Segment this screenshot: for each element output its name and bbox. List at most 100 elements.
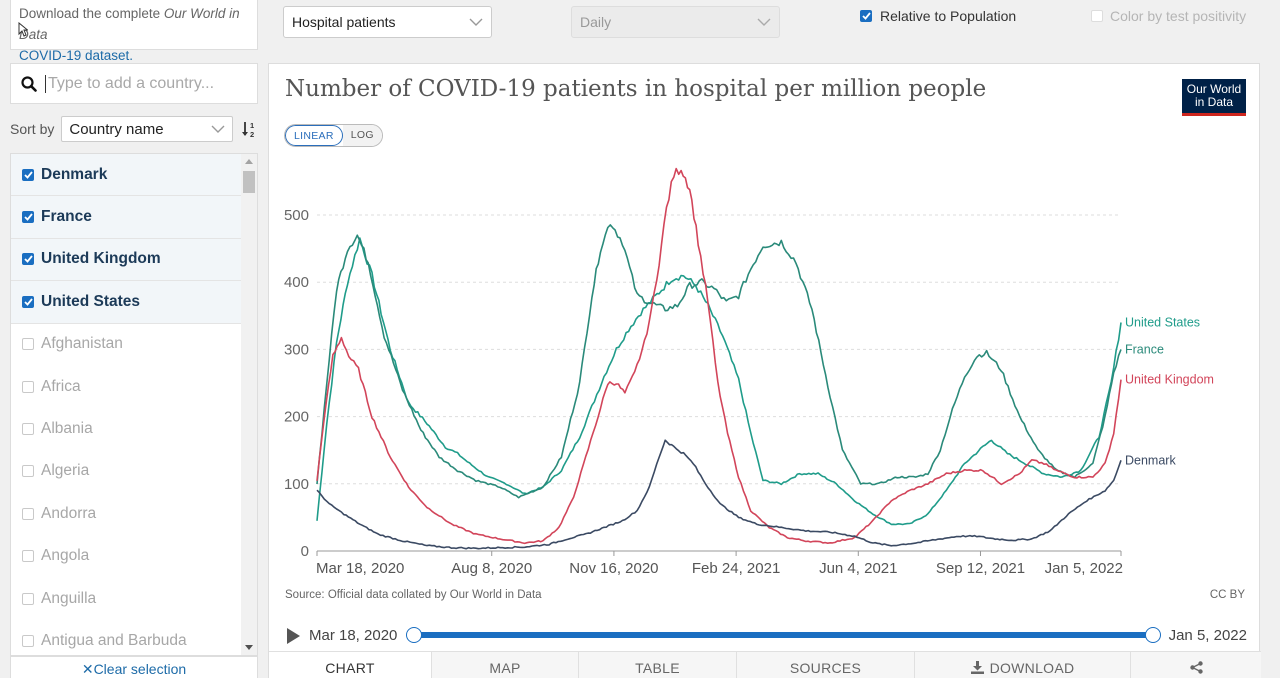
timeline-start-handle[interactable] [406, 627, 422, 643]
chart-license[interactable]: CC BY [1209, 589, 1245, 601]
checkbox-unchecked-icon[interactable] [22, 423, 34, 436]
interval-select[interactable]: Daily [571, 6, 780, 38]
checkbox-unchecked-icon[interactable] [22, 465, 34, 478]
download-text: Download the complete [19, 6, 164, 21]
checkbox-checked-icon[interactable] [22, 211, 34, 224]
color-by-positivity-toggle[interactable]: Color by test positivity [1091, 8, 1246, 24]
country-search-input[interactable] [45, 74, 235, 93]
tab-share[interactable] [1131, 652, 1261, 678]
checkbox-unchecked-icon[interactable] [22, 592, 34, 605]
country-name: United States [41, 292, 141, 310]
logo-line-1: Our World [1186, 82, 1242, 96]
country-item[interactable]: United Kingdom [11, 238, 242, 282]
country-item[interactable]: United States [11, 281, 242, 324]
chart-tabs: CHART MAP TABLE SOURCES DOWNLOAD [269, 651, 1261, 678]
relative-to-population-label: Relative to Population [880, 8, 1017, 24]
play-icon[interactable] [287, 628, 300, 644]
owid-logo[interactable]: Our World in Data [1182, 79, 1246, 116]
country-item[interactable]: Afghanistan [11, 323, 242, 366]
country-item[interactable]: Angola [11, 535, 242, 578]
checkbox-unchecked-icon[interactable] [22, 380, 34, 393]
relative-to-population-toggle[interactable]: Relative to Population [860, 8, 1016, 24]
metric-value: Hospital patients [292, 14, 396, 30]
svg-text:2: 2 [250, 130, 254, 138]
country-item[interactable]: Andorra [11, 493, 242, 536]
scroll-down-arrow-icon[interactable] [245, 645, 253, 650]
chevron-down-icon [211, 125, 225, 133]
tab-map-label: MAP [489, 659, 521, 676]
country-name: Algeria [41, 462, 90, 480]
checkbox-unchecked-icon[interactable] [22, 550, 34, 563]
country-item[interactable]: Africa [11, 365, 242, 409]
country-name: Angola [41, 547, 90, 565]
interval-value: Daily [580, 14, 612, 30]
clear-selection-label: Clear selection [93, 661, 187, 677]
x-tick-label: Jun 4, 2021 [819, 560, 897, 577]
chart-card: Number of COVID-19 patients in hospital … [268, 63, 1261, 678]
color-by-positivity-label: Color by test positivity [1110, 8, 1247, 24]
checkbox-checked-icon[interactable] [860, 10, 872, 22]
country-sidebar: Download the complete Our World in Data … [0, 0, 266, 678]
share-icon [1189, 661, 1203, 674]
x-tick-label: Sep 12, 2021 [936, 560, 1025, 577]
mouse-cursor-icon [18, 22, 28, 37]
checkbox-unchecked-icon[interactable] [1091, 10, 1103, 22]
y-tick-label: 300 [284, 341, 309, 358]
timeline: Mar 18, 2020 Jan 5, 2022 [285, 624, 1247, 648]
download-text-em: Our World in Data [19, 6, 240, 42]
checkbox-checked-icon[interactable] [22, 295, 34, 308]
tab-sources[interactable]: SOURCES [737, 652, 915, 678]
country-list: Denmark France United Kingdom United States… [10, 153, 258, 656]
timeline-track[interactable] [413, 632, 1153, 638]
tab-download[interactable]: DOWNLOAD [915, 652, 1131, 678]
series-end-label: Denmark [1125, 453, 1176, 467]
tab-map[interactable]: MAP [432, 652, 579, 678]
metric-select[interactable]: Hospital patients [283, 6, 492, 38]
sort-order-icon[interactable]: 1 2 [242, 120, 258, 138]
scale-toggle: LINEAR LOG [284, 124, 383, 147]
x-tick-label: Feb 24, 2021 [692, 560, 780, 577]
tab-chart[interactable]: CHART [269, 652, 432, 678]
tab-table[interactable]: TABLE [579, 652, 737, 678]
country-name: Andorra [41, 504, 97, 522]
y-tick-label: 400 [284, 274, 309, 291]
download-dataset-link[interactable]: COVID-19 dataset. [19, 48, 134, 63]
timeline-start-date: Mar 18, 2020 [309, 627, 398, 644]
svg-text:1: 1 [250, 121, 254, 130]
country-item[interactable]: Anguilla [11, 577, 242, 621]
sort-by-label: Sort by [10, 121, 55, 137]
chevron-down-icon [469, 18, 483, 26]
log-scale-button[interactable]: LOG [342, 125, 382, 146]
sort-by-row: Sort by Country name 1 2 [10, 116, 260, 142]
y-tick-label: 0 [301, 543, 309, 560]
checkbox-checked-icon[interactable] [22, 253, 34, 266]
scroll-thumb[interactable] [243, 171, 255, 193]
checkbox-unchecked-icon[interactable] [22, 634, 34, 647]
checkbox-unchecked-icon[interactable] [22, 338, 34, 351]
country-item[interactable]: Algeria [11, 450, 242, 494]
timeline-end-handle[interactable] [1145, 627, 1161, 643]
tab-download-label: DOWNLOAD [989, 659, 1075, 676]
download-icon [970, 661, 984, 674]
linear-scale-button[interactable]: LINEAR [285, 125, 343, 146]
checkbox-unchecked-icon[interactable] [22, 507, 34, 520]
x-tick-label: Aug 8, 2020 [451, 560, 532, 577]
scroll-up-arrow-icon[interactable] [245, 159, 253, 164]
series-line [316, 224, 1122, 499]
series-line [316, 167, 1122, 545]
sort-by-select[interactable]: Country name [61, 116, 234, 142]
country-item[interactable]: Albania [11, 408, 242, 451]
clear-selection-button[interactable]: ✕Clear selection [10, 656, 258, 678]
country-item[interactable]: Antigua and Barbuda [11, 620, 242, 655]
country-search [10, 63, 258, 104]
checkbox-checked-icon[interactable] [22, 168, 34, 181]
search-icon [21, 75, 37, 92]
country-item[interactable]: Denmark [11, 154, 242, 197]
y-tick-label: 100 [284, 476, 309, 493]
country-item[interactable]: France [11, 196, 242, 239]
series-end-label: United Kingdom [1125, 373, 1214, 387]
country-list-scrollbar[interactable] [241, 154, 257, 655]
tab-table-label: TABLE [635, 659, 680, 676]
y-tick-label: 500 [284, 207, 309, 224]
